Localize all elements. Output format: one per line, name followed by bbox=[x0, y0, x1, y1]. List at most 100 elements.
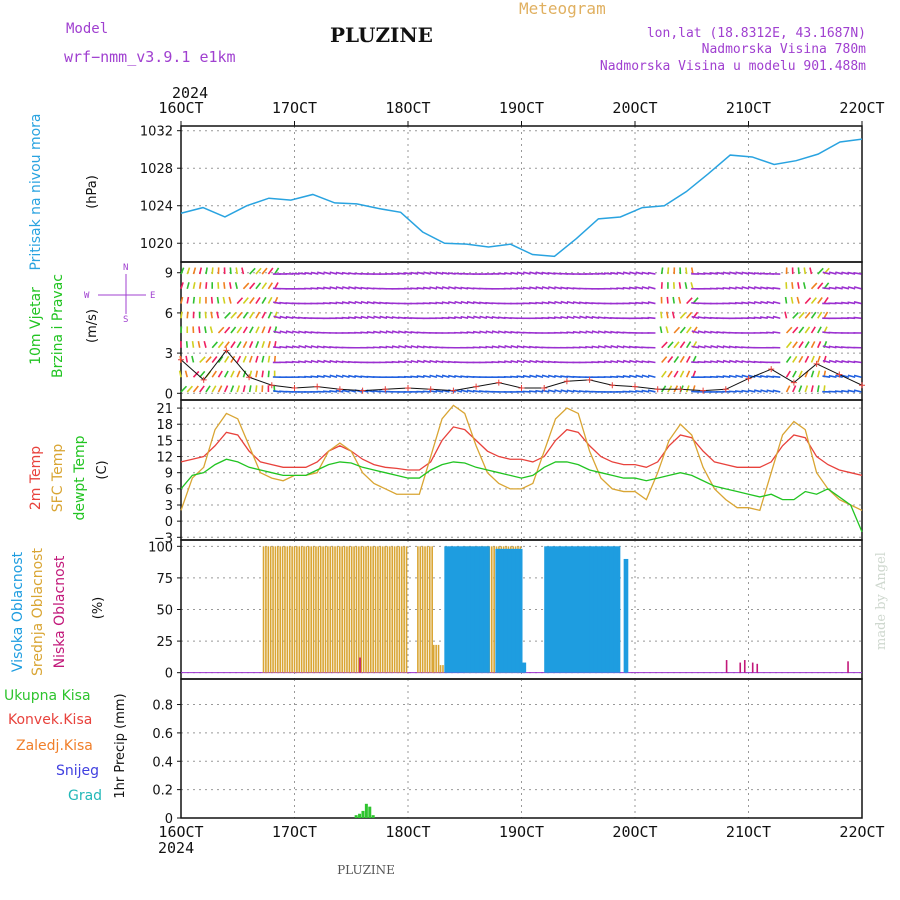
wind-arrow bbox=[816, 385, 820, 393]
wind-arrow bbox=[516, 359, 525, 364]
wind-arrow bbox=[566, 300, 575, 305]
wind-arrow bbox=[741, 301, 750, 305]
wind-arrow bbox=[472, 301, 481, 305]
wind-arrow bbox=[236, 370, 241, 378]
wind-arrow bbox=[841, 301, 850, 305]
wind-arrow bbox=[317, 359, 325, 364]
precip-bar bbox=[368, 806, 372, 818]
x-tick-label-top: 18OCT bbox=[385, 99, 430, 117]
wind-gust-point bbox=[859, 382, 865, 389]
wind-gust-point bbox=[677, 386, 684, 393]
wind-arrow bbox=[210, 296, 214, 304]
wind-arrow bbox=[180, 311, 183, 319]
wind-arrow bbox=[335, 271, 344, 275]
wind-arrow bbox=[716, 345, 725, 349]
wind-arrow bbox=[784, 296, 788, 304]
wind-arrow bbox=[255, 355, 259, 363]
mid-cloud-bar bbox=[389, 546, 391, 673]
wind-arrow bbox=[478, 346, 487, 349]
wind-arrow bbox=[504, 360, 512, 364]
wind-arrow bbox=[810, 282, 818, 290]
high-cloud-bar bbox=[607, 546, 611, 673]
high-cloud-bar bbox=[495, 548, 498, 673]
x-tick-label-bottom: 22OCT bbox=[839, 823, 884, 841]
wind-arrow bbox=[798, 355, 804, 363]
wind-arrow bbox=[690, 282, 694, 290]
wind-arrow bbox=[191, 355, 195, 363]
wind-arrow bbox=[641, 389, 650, 393]
wind-arrow bbox=[410, 375, 419, 379]
wind-arrow bbox=[379, 330, 388, 334]
wind-arrow bbox=[230, 311, 237, 319]
x-tick-label-bottom: 16OCT bbox=[158, 823, 203, 841]
wind-arrow bbox=[242, 326, 248, 334]
legend-conv-precip: Konvek.Kisa bbox=[8, 712, 92, 728]
wind-gust-point bbox=[700, 387, 707, 394]
wind-arrow bbox=[261, 282, 268, 290]
high-cloud-bar bbox=[544, 546, 547, 673]
precip-bar bbox=[358, 813, 362, 818]
wind-arrow bbox=[798, 341, 804, 349]
high-cloud-bar bbox=[448, 546, 452, 673]
wind-arrow bbox=[716, 287, 725, 290]
wind-arrow bbox=[323, 374, 331, 379]
y-tick-label: 75 bbox=[156, 572, 173, 587]
wind-arrow bbox=[329, 389, 338, 393]
wind-arrow bbox=[535, 389, 544, 393]
wind-arrow bbox=[685, 385, 690, 393]
wind-arrow bbox=[435, 374, 444, 378]
wind-arrow bbox=[255, 326, 260, 334]
wind-arrow bbox=[535, 374, 544, 378]
mid-cloud-bar bbox=[308, 546, 310, 673]
wind-arrow bbox=[435, 271, 444, 275]
wind-arrow bbox=[697, 360, 706, 364]
wind-arrow bbox=[454, 300, 463, 305]
panel-frame bbox=[180, 399, 863, 541]
compass-w: W bbox=[84, 291, 90, 301]
high-cloud-bar bbox=[466, 546, 470, 673]
wind-arrow bbox=[760, 374, 768, 379]
mid-cloud-bar bbox=[405, 546, 408, 673]
wind-arrow bbox=[760, 389, 769, 393]
wind-arrow bbox=[804, 355, 810, 363]
wind-arrow bbox=[673, 341, 680, 349]
wind-arrow bbox=[810, 341, 816, 349]
mid-cloud-bar bbox=[403, 546, 405, 673]
wind-gust-point bbox=[291, 384, 298, 391]
wind-arrow bbox=[747, 301, 756, 305]
y-tick-label: 0 bbox=[165, 515, 173, 530]
high-cloud-bar bbox=[546, 546, 549, 673]
wind-unit: (m/s) bbox=[85, 309, 100, 343]
wind-arrow bbox=[242, 341, 248, 349]
wind-arrow bbox=[192, 385, 199, 393]
wind-arrow bbox=[416, 286, 425, 290]
wind-arrow bbox=[317, 271, 325, 275]
wind-arrow bbox=[585, 345, 594, 349]
wind-arrow bbox=[267, 311, 272, 319]
compass-s: S bbox=[123, 315, 128, 325]
wind-arrow bbox=[335, 374, 344, 378]
high-cloud-bar bbox=[566, 546, 570, 673]
wind-arrow bbox=[784, 311, 788, 319]
wind-arrow bbox=[741, 360, 750, 364]
wind-arrow bbox=[504, 345, 513, 349]
y-tick-label: 100 bbox=[148, 540, 173, 555]
wind-arrow bbox=[673, 355, 680, 363]
wind-arrow bbox=[261, 326, 266, 334]
high-cloud-bar bbox=[613, 546, 617, 673]
wind-arrow bbox=[529, 374, 538, 379]
wind-arrow bbox=[211, 385, 217, 393]
wind-arrow bbox=[273, 267, 280, 275]
wind-arrow bbox=[310, 271, 319, 275]
mid-cloud-bar bbox=[336, 546, 339, 673]
wind-arrow bbox=[792, 326, 799, 334]
x-tick-label-top: 16OCT bbox=[158, 99, 203, 117]
wind-arrow bbox=[454, 316, 463, 320]
wind-arrow bbox=[223, 282, 226, 289]
wind-arrow bbox=[635, 286, 644, 290]
wind-arrow bbox=[678, 282, 682, 289]
wind-gust-point bbox=[813, 360, 820, 367]
wind-arrow bbox=[661, 356, 668, 364]
wind-arrow bbox=[528, 390, 537, 393]
high-cloud-bar bbox=[503, 548, 507, 673]
